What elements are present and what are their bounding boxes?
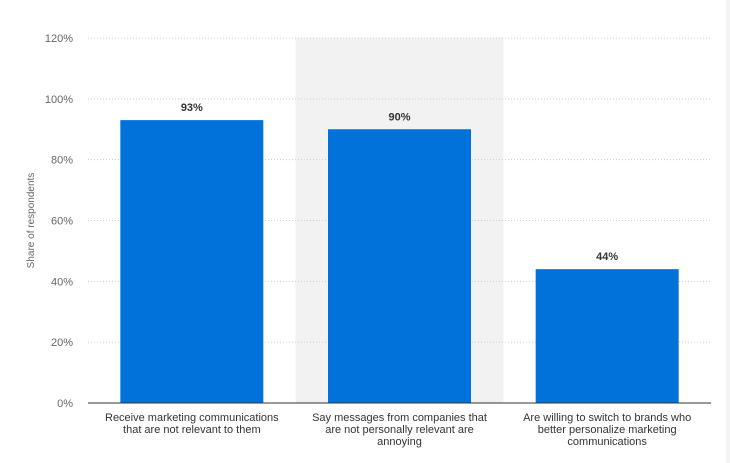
data-label: 93% [181, 102, 203, 114]
category-label-line: Receive marketing communications [105, 412, 279, 424]
data-labels: 93% 90% 44% [181, 102, 619, 263]
y-axis-ticks: 0% 20% 40% 60% 80% 100% 120% [45, 33, 73, 410]
bar [120, 120, 264, 403]
category-label-line: Are willing to switch to brands who [523, 412, 691, 424]
y-tick-label: 40% [51, 276, 73, 288]
y-tick-label: 20% [51, 337, 73, 349]
y-tick-label: 120% [45, 33, 73, 45]
category-label-line: communications [567, 436, 647, 448]
category-label: Receive marketing communications that are… [105, 412, 279, 436]
category-label: Say messages from companies that are not … [312, 412, 487, 448]
bar [535, 269, 679, 403]
bar [328, 129, 471, 403]
category-label-line: are not personally relevant are [325, 424, 474, 436]
data-label: 90% [388, 111, 410, 123]
category-label-line: Say messages from companies that [312, 412, 487, 424]
y-tick-label: 60% [51, 216, 73, 228]
y-axis-title: Share of respondents [26, 173, 37, 269]
y-tick-label: 80% [51, 155, 73, 167]
y-tick-label: 0% [57, 398, 73, 410]
category-labels: Receive marketing communications that are… [105, 412, 691, 448]
category-label-line: that are not relevant to them [123, 424, 261, 436]
y-tick-label: 100% [45, 94, 73, 106]
category-label-line: better personalize marketing [538, 424, 677, 436]
category-label: Are willing to switch to brands who bette… [523, 412, 691, 448]
data-label: 44% [596, 251, 618, 263]
bars [120, 120, 679, 403]
category-label-line: annoying [377, 436, 422, 448]
scroll-edge [726, 0, 730, 463]
